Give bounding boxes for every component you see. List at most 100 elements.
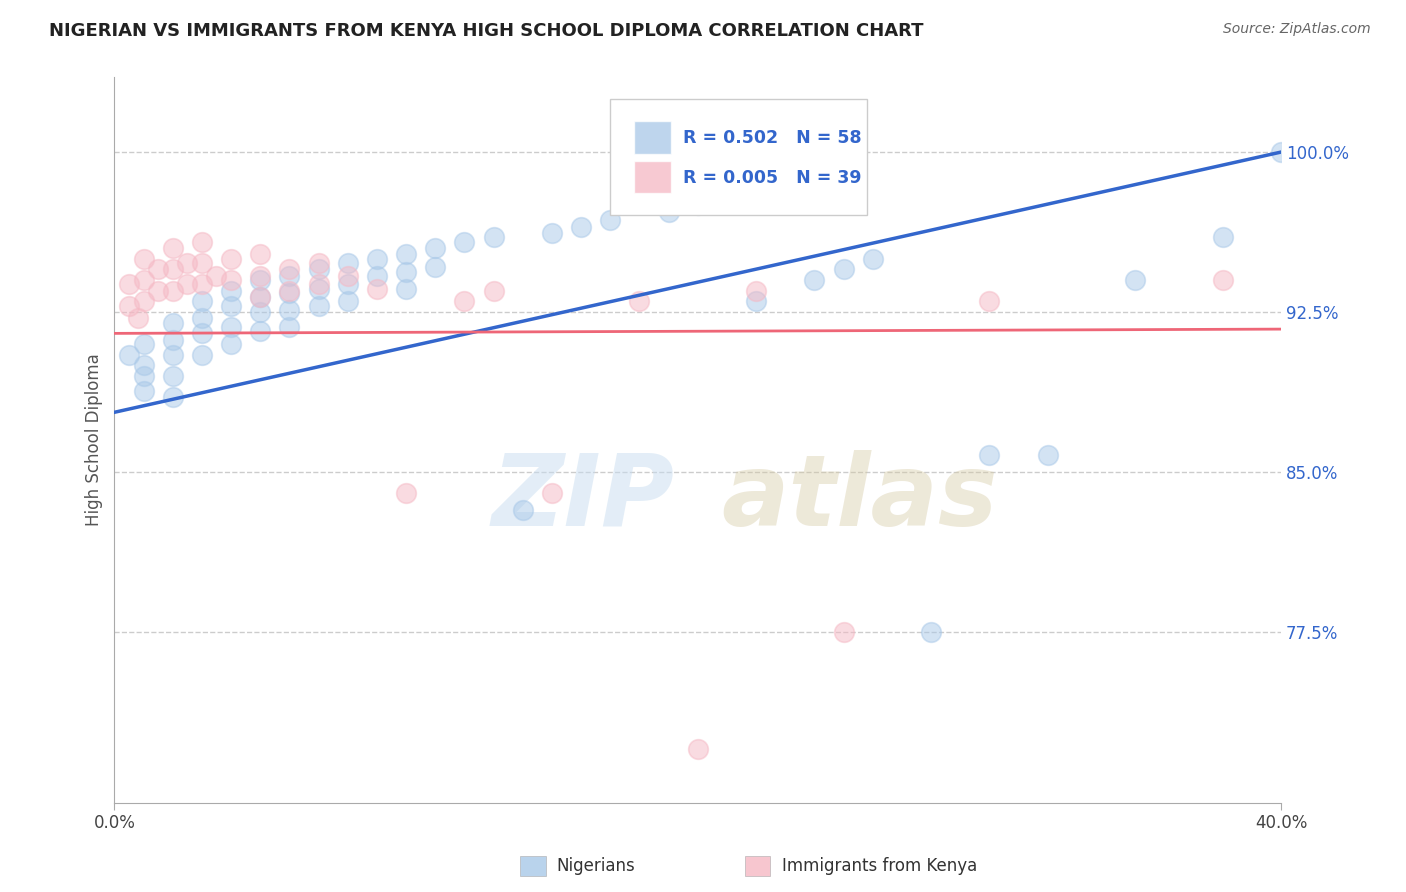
Point	[425, 260, 447, 275]
Point	[219, 284, 242, 298]
Point	[541, 486, 564, 500]
Point	[541, 226, 564, 240]
Point	[336, 277, 359, 292]
Point	[249, 247, 271, 261]
Point	[176, 277, 198, 292]
Point	[205, 268, 228, 283]
Point	[278, 320, 301, 334]
Point	[336, 268, 359, 283]
Point	[1212, 230, 1234, 244]
Point	[249, 290, 271, 304]
Point	[366, 282, 388, 296]
Point	[278, 302, 301, 317]
FancyBboxPatch shape	[610, 99, 868, 215]
Point	[803, 273, 825, 287]
Point	[146, 284, 169, 298]
Point	[453, 235, 475, 249]
Point	[132, 359, 155, 373]
Point	[278, 285, 301, 300]
Point	[191, 348, 214, 362]
Text: Source: ZipAtlas.com: Source: ZipAtlas.com	[1223, 22, 1371, 37]
Point	[176, 256, 198, 270]
Text: R = 0.502   N = 58: R = 0.502 N = 58	[682, 128, 860, 146]
Point	[395, 282, 418, 296]
Point	[162, 241, 184, 255]
Point	[599, 213, 621, 227]
Point	[745, 284, 768, 298]
Point	[336, 294, 359, 309]
Point	[118, 348, 141, 362]
Point	[1270, 145, 1292, 160]
Point	[219, 337, 242, 351]
Point	[118, 277, 141, 292]
Point	[191, 277, 214, 292]
Point	[716, 192, 738, 206]
Point	[219, 299, 242, 313]
Point	[191, 311, 214, 326]
Point	[1123, 273, 1146, 287]
Point	[979, 448, 1001, 462]
Point	[162, 390, 184, 404]
Point	[132, 294, 155, 309]
Point	[132, 252, 155, 266]
Point	[249, 268, 271, 283]
Point	[162, 369, 184, 384]
Point	[425, 241, 447, 255]
Point	[832, 624, 855, 639]
Point	[686, 742, 709, 756]
Text: NIGERIAN VS IMMIGRANTS FROM KENYA HIGH SCHOOL DIPLOMA CORRELATION CHART: NIGERIAN VS IMMIGRANTS FROM KENYA HIGH S…	[49, 22, 924, 40]
Point	[249, 290, 271, 304]
Bar	[634, 161, 671, 194]
Point	[278, 284, 301, 298]
Text: ZIP: ZIP	[491, 450, 675, 547]
Point	[1036, 448, 1059, 462]
Point	[657, 204, 679, 219]
Point	[308, 299, 330, 313]
Point	[1212, 273, 1234, 287]
Point	[832, 262, 855, 277]
Point	[512, 503, 534, 517]
Point	[162, 316, 184, 330]
Point	[249, 273, 271, 287]
Point	[191, 294, 214, 309]
Text: Nigerians: Nigerians	[557, 857, 636, 875]
Point	[628, 294, 651, 309]
Point	[219, 273, 242, 287]
Point	[569, 219, 592, 234]
Bar	[634, 121, 671, 153]
Point	[366, 268, 388, 283]
Point	[686, 198, 709, 212]
Point	[308, 262, 330, 277]
Point	[336, 256, 359, 270]
Point	[395, 486, 418, 500]
Y-axis label: High School Diploma: High School Diploma	[86, 353, 103, 526]
Point	[249, 324, 271, 338]
Point	[219, 252, 242, 266]
Point	[162, 284, 184, 298]
Point	[862, 252, 884, 266]
Point	[920, 624, 942, 639]
Point	[979, 294, 1001, 309]
Point	[118, 299, 141, 313]
Point	[249, 305, 271, 319]
Point	[191, 256, 214, 270]
Point	[132, 273, 155, 287]
Point	[132, 369, 155, 384]
Point	[745, 294, 768, 309]
Point	[219, 320, 242, 334]
Point	[162, 262, 184, 277]
Point	[395, 247, 418, 261]
Point	[308, 256, 330, 270]
Point	[278, 268, 301, 283]
Point	[127, 311, 149, 326]
Point	[395, 264, 418, 278]
Text: R = 0.005   N = 39: R = 0.005 N = 39	[682, 169, 860, 186]
Point	[453, 294, 475, 309]
Point	[278, 262, 301, 277]
Point	[482, 284, 505, 298]
Point	[308, 282, 330, 296]
Text: atlas: atlas	[721, 450, 997, 547]
Point	[366, 252, 388, 266]
Point	[162, 348, 184, 362]
Text: Immigrants from Kenya: Immigrants from Kenya	[782, 857, 977, 875]
